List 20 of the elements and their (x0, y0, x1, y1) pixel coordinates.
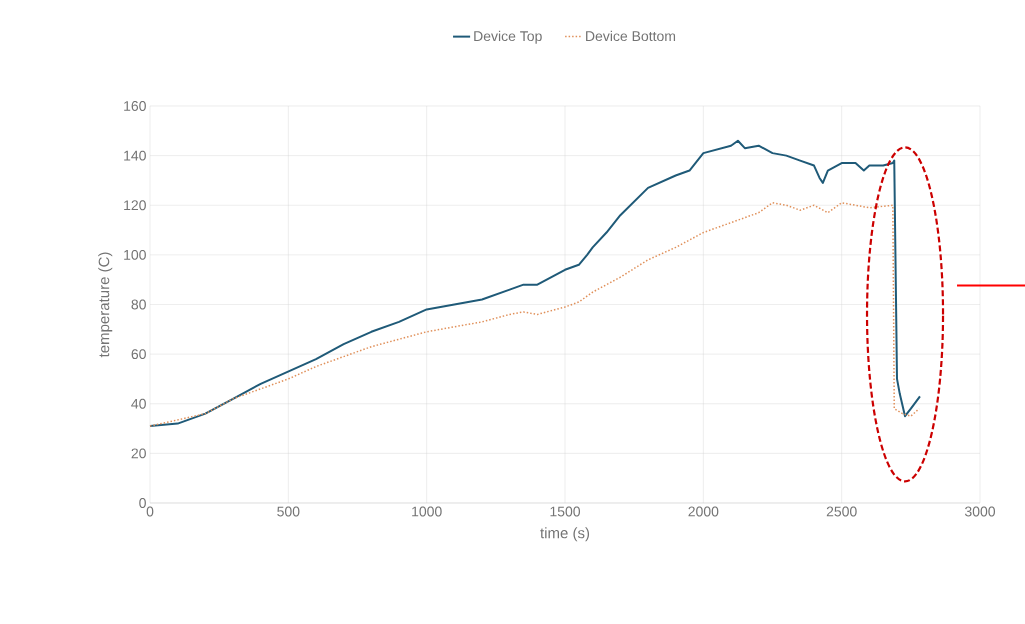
y-tick-label: 160 (124, 101, 146, 111)
y-tick-label: 120 (124, 200, 146, 211)
x-tick-label: 0 (146, 506, 154, 517)
y-tick-label: 140 (124, 150, 146, 161)
y-axis-title: temperature (C) (98, 252, 113, 358)
y-tick-label: 20 (131, 448, 146, 459)
x-tick-label: 3000 (964, 506, 996, 517)
x-tick-label: 1000 (412, 506, 442, 517)
y-tick-label: 40 (131, 398, 146, 409)
y-tick-label: 0 (139, 498, 146, 508)
y-tick-label: 80 (131, 299, 146, 310)
x-tick-label: 1500 (550, 506, 581, 517)
x-tick-label: 2500 (826, 506, 857, 517)
x-tick-label: 500 (277, 506, 300, 517)
x-tick-label: 2000 (688, 506, 719, 517)
legend-label: Device Bottom (586, 30, 676, 42)
x-axis-title: time (s) (540, 527, 590, 542)
legend-label: Device Top (474, 30, 542, 44)
y-tick-label: 100 (124, 249, 146, 260)
y-tick-label: 60 (131, 349, 146, 360)
